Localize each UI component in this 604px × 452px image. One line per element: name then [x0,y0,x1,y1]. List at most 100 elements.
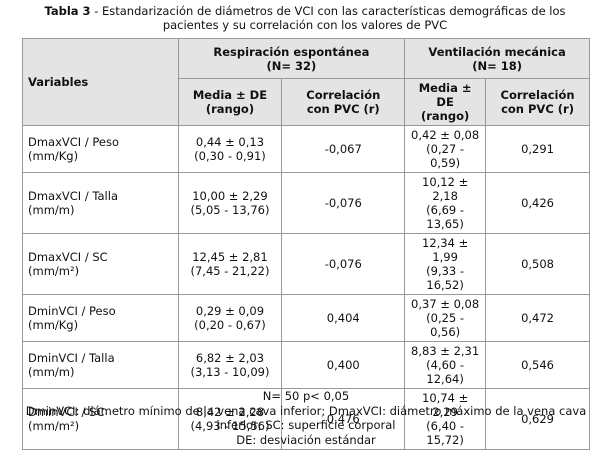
mean-value: 0,44 ± 0,13 [195,135,265,149]
range-value: (0,27 - 0,59) [426,142,465,170]
column-line: Media ± DE [192,88,268,102]
variable-unit: (mm/m²) [28,419,80,433]
mean-value: 10,12 ± 2,18 [422,175,469,203]
mean-value: 12,34 ± 1,99 [422,236,469,264]
mean-value: 12,45 ± 2,81 [192,250,268,264]
variable-name: DmaxVCI / Talla [28,189,118,203]
variable-cell: DmaxVCI / Talla (mm/m) [22,172,179,234]
mean-cell: 6,82 ± 2,03 (3,13 - 10,09) [177,341,283,389]
range-value: (9,33 - 16,52) [426,264,465,292]
caption-text: - Estandarización de diámetros de VCI co… [94,4,566,32]
column-line: Correlación [306,88,381,102]
correlation-cell: 0,629 [485,388,590,450]
caption-label: Tabla 3 [44,4,91,18]
variable-cell: DminVCI / SC (mm/m²) [22,388,179,450]
note: DE: desviación estándar [236,432,376,447]
variable-unit: (mm/m²) [28,264,80,278]
mean-cell: 8,42 ± 2,28 (4,93 - 15,56) [177,388,283,450]
correlation-cell: 0,400 [281,341,406,389]
group-name: Ventilación mecánica [428,44,566,59]
variable-cell: DminVCI / Peso (mm/Kg) [22,294,179,342]
correlation-cell: 0,404 [281,294,406,342]
mean-value: 10,74 ± 2,29 [422,391,469,419]
variable-unit: (mm/m) [28,203,75,217]
range-value: (0,30 - 0,91) [194,149,266,163]
variable-name: DminVCI / SC [28,405,105,419]
range-value: (5,05 - 13,76) [190,203,270,217]
group-name: Respiración espontánea [213,44,370,59]
header-variables: Variables [22,38,179,126]
mean-cell: 8,83 ± 2,31 (4,60 - 12,64) [404,341,487,389]
column-line: Media ± DE [418,81,472,109]
column-header: Correlación con PVC (r) [281,78,406,126]
variable-unit: (mm/m) [28,365,75,379]
variable-cell: DmaxVCI / SC (mm/m²) [22,233,179,295]
row: DmaxVCI / SC (mm/m²) 12,45 ± 2,81 (7,45 - 2… [22,233,590,295]
correlation-cell: 0,426 [485,172,590,234]
correlation-cell: -0,076 [281,233,406,295]
column-header: Media ± DE (rango) [404,78,487,126]
column-header: Correlación con PVC (r) [485,78,590,126]
mean-value: 0,37 ± 0,08 [411,297,480,311]
group-header: Ventilación mecánica (N= 18) [404,38,590,79]
range-value: (4,60 - 12,64) [426,358,465,386]
variable-unit: (mm/Kg) [28,318,79,332]
mean-cell: 0,44 ± 0,13 (0,30 - 0,91) [177,125,283,173]
range-value: (3,13 - 10,09) [190,365,270,379]
correlation-cell: 0,508 [485,233,590,295]
mean-cell: 0,37 ± 0,08 (0,25 - 0,56) [404,294,487,342]
correlation-cell: 0,291 [485,125,590,173]
variable-name: DmaxVCI / Peso [28,135,120,149]
mean-cell: 12,45 ± 2,81 (7,45 - 21,22) [177,233,283,295]
column-line: Correlación [500,88,575,102]
variable-name: DminVCI / Talla [28,351,115,365]
mean-value: 8,83 ± 2,31 [411,344,480,358]
mean-value: 0,42 ± 0,08 [411,128,480,142]
range-value: (6,40 - 15,72) [426,419,465,447]
caption: Tabla 3 - Estandarización de diámetros d… [30,4,580,32]
row: DminVCI / Talla (mm/m) 6,82 ± 2,03 (3,13 - … [22,341,590,389]
mean-value: 10,00 ± 2,29 [192,189,268,203]
column-line: (rango) [205,102,255,116]
note: DminVCI: diámetro mínimo de la vena cava… [25,403,587,433]
range-value: (7,45 - 21,22) [190,264,270,278]
mean-value: 0,29 ± 0,09 [195,304,265,318]
row: DminVCI / Peso (mm/Kg) 0,29 ± 0,09 (0,20 - … [22,294,590,342]
column-line: con PVC (r) [306,102,380,116]
correlation-cell: -0,067 [281,125,406,173]
variable-unit: (mm/Kg) [28,149,79,163]
notes: N= 50 p< 0,05 DminVCI: diámetro mínimo de… [22,389,590,447]
mean-cell: 0,29 ± 0,09 (0,20 - 0,67) [177,294,283,342]
group-header: Respiración espontánea (N= 32) [177,38,406,79]
correlation-cell: 0,472 [485,294,590,342]
mean-cell: 10,74 ± 2,29 (6,40 - 15,72) [404,388,487,450]
range-value: (6,69 - 13,65) [426,203,465,231]
correlation-cell: -0,076 [281,172,406,234]
variable-cell: DminVCI / Talla (mm/m) [22,341,179,389]
range-value: (0,20 - 0,67) [194,318,266,332]
note: N= 50 p< 0,05 [262,389,350,403]
row: DminVCI / SC (mm/m²) 8,42 ± 2,28 (4,93 - 15… [22,388,590,450]
mean-value: 6,82 ± 2,03 [195,351,265,365]
range-value: (4,93 - 15,56) [190,419,270,433]
correlation-cell: 0,546 [485,341,590,389]
row: DmaxVCI / Talla (mm/m) 10,00 ± 2,29 (5,05 -… [22,172,590,234]
mean-cell: 12,34 ± 1,99 (9,33 - 16,52) [404,233,487,295]
mean-value: 8,42 ± 2,28 [195,405,265,419]
row: DmaxVCI / Peso (mm/Kg) 0,44 ± 0,13 (0,30 - … [22,125,590,173]
variable-name: DmaxVCI / SC [28,250,108,264]
group-n: (N= 32) [266,58,317,73]
variable-name: DminVCI / Peso [28,304,116,318]
variable-cell: DmaxVCI / Peso (mm/Kg) [22,125,179,173]
mean-cell: 0,42 ± 0,08 (0,27 - 0,59) [404,125,487,173]
range-value: (0,25 - 0,56) [426,311,465,339]
table: Variables Respiración espontánea (N= 32) … [22,38,590,450]
column-line: (rango) [420,109,470,123]
group-n: (N= 18) [472,58,522,73]
mean-cell: 10,00 ± 2,29 (5,05 - 13,76) [177,172,283,234]
column-line: con PVC (r) [501,102,574,116]
column-header: Media ± DE (rango) [177,78,283,126]
correlation-cell: 0,476 [281,388,406,450]
mean-cell: 10,12 ± 2,18 (6,69 - 13,65) [404,172,487,234]
